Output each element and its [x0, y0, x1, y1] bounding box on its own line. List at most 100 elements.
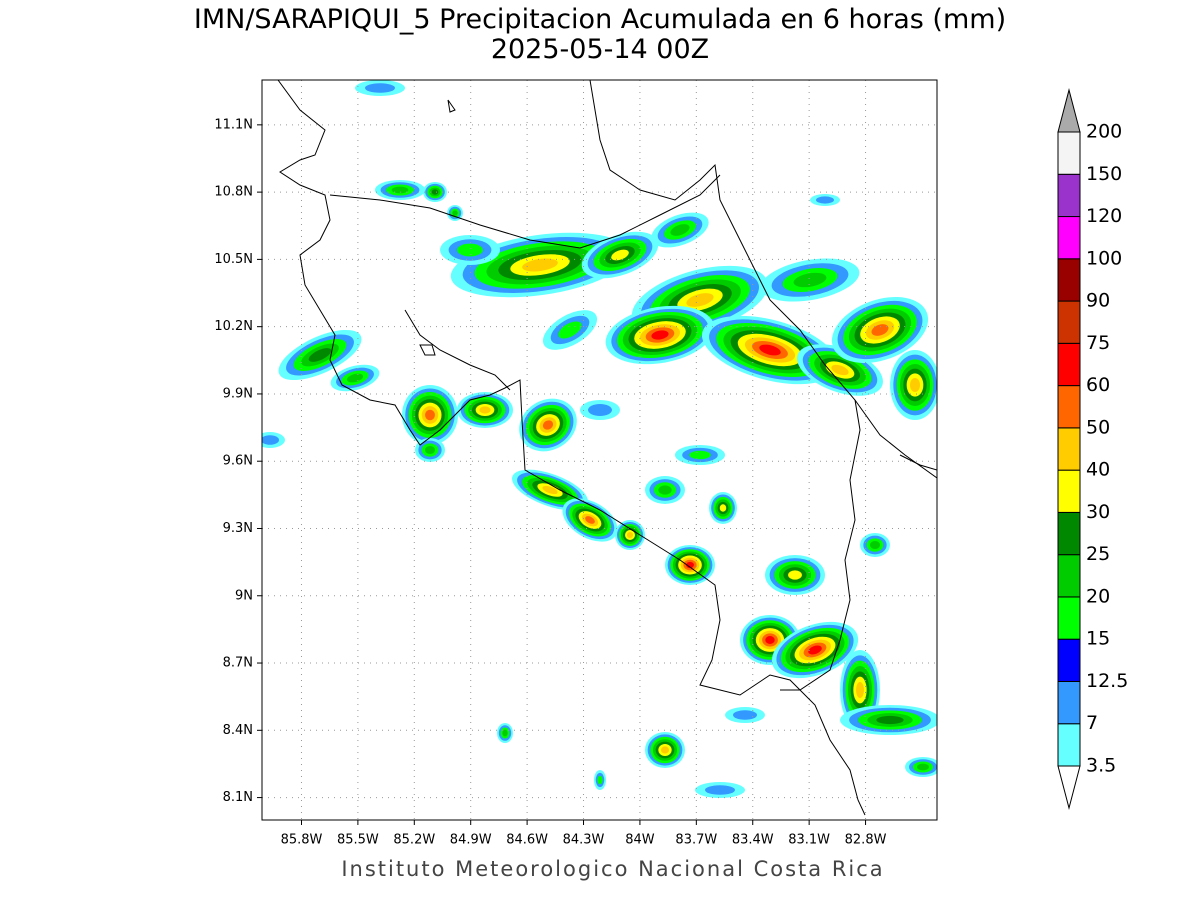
colorbar-segment: [1057, 680, 1081, 725]
colorbar-label: 60: [1086, 374, 1110, 396]
colorbar-segment: [1057, 638, 1081, 682]
rain-contour: [391, 186, 409, 194]
colorbar-segment: [1057, 511, 1081, 556]
rain-contour: [661, 746, 669, 754]
y-tick-label: 9.3N: [223, 521, 253, 536]
x-tick-label: 83.4W: [732, 833, 774, 848]
x-tick-label: 84.9W: [450, 833, 492, 848]
rain-contour: [308, 348, 332, 362]
x-tick-label: 83.7W: [675, 833, 717, 848]
colorbar-segment: [1057, 723, 1081, 767]
colorbar-label: 20: [1086, 585, 1110, 607]
rain-contour: [611, 249, 629, 261]
rain-contour: [542, 485, 558, 495]
y-tick-label: 10.5N: [214, 252, 253, 267]
rain-contour: [686, 561, 694, 569]
rain-contour: [658, 485, 672, 495]
y-tick-label: 8.1N: [223, 790, 253, 805]
rain-contour: [457, 243, 483, 257]
y-tick-label: 10.2N: [214, 319, 253, 334]
title: IMN/SARAPIQUI_5 Precipitacion Acumulada …: [194, 4, 1006, 35]
colorbar-segment: [1057, 131, 1081, 175]
colorbar: 3.5 7 12.5 15 20 25 30 40 50 60 75 90 100 120 150 200: [1057, 88, 1128, 810]
colorbar-under: [1057, 765, 1081, 810]
rain-contour: [733, 710, 757, 720]
colorbar-segment: [1057, 342, 1081, 387]
rain-contour: [262, 435, 279, 445]
colorbar-segment: [1057, 596, 1081, 640]
rain-contour: [558, 321, 582, 339]
colorbar-segment: [1057, 554, 1081, 598]
rain-contour: [346, 373, 364, 383]
x-tick-label: 85.2W: [393, 833, 435, 848]
precipitation-field: [262, 80, 937, 798]
rain-contour: [588, 404, 612, 416]
y-tick-label: 9.9N: [223, 386, 253, 401]
map-frame: [261, 79, 938, 821]
rain-contour: [479, 406, 491, 414]
rain-contour: [788, 570, 802, 580]
colorbar-label: 200: [1086, 121, 1122, 143]
rain-contour: [831, 364, 849, 376]
grid: [262, 80, 937, 820]
colorbar-segment: [1057, 173, 1081, 218]
colorbar-label: 90: [1086, 290, 1110, 312]
rain-contour: [542, 420, 554, 430]
rain-contour: [627, 532, 633, 538]
x-tick-label: 84.3W: [563, 833, 605, 848]
rain-contour: [502, 729, 508, 737]
y-tick-label: 10.8N: [214, 185, 253, 200]
rain-contour: [719, 504, 727, 512]
colorbar-label: 150: [1086, 163, 1122, 185]
x-tick-label: 85.5W: [337, 833, 379, 848]
colorbar-label: 100: [1086, 247, 1122, 269]
y-tick-label: 9N: [235, 588, 253, 603]
colorbar-label: 40: [1086, 459, 1110, 481]
rain-contour: [808, 645, 822, 655]
axis-labels: 85.8W 85.5W 85.2W 84.9W 84.6W 84.3W 84W 83.7W 83…: [214, 117, 886, 847]
colorbar-segment: [1057, 258, 1081, 302]
colorbar-segment: [1057, 300, 1081, 344]
rain-contour: [425, 409, 435, 421]
rain-contour: [585, 516, 595, 524]
x-tick-label: 85.8W: [281, 833, 323, 848]
colorbar-segment: [1057, 427, 1081, 471]
rain-contour: [917, 763, 929, 771]
rain-contour: [759, 344, 781, 356]
rain-contour: [425, 446, 435, 454]
x-tick-label: 84W: [625, 833, 655, 848]
colorbar-segment: [1057, 216, 1081, 260]
rain-contour: [689, 450, 711, 460]
colorbar-label: 50: [1086, 416, 1110, 438]
subtitle: 2025-05-14 00Z: [491, 34, 709, 65]
rain-contour: [522, 258, 558, 272]
rain-contour: [793, 272, 827, 288]
rain-contour: [856, 682, 864, 698]
colorbar-segment: [1057, 469, 1081, 513]
colorbar-label: 120: [1086, 205, 1122, 227]
footer: Instituto Meteorologico Nacional Costa R…: [341, 857, 884, 881]
colorbar-over: [1057, 88, 1081, 133]
colorbar-label: 25: [1086, 543, 1110, 565]
x-tick-label: 84.6W: [506, 833, 548, 848]
rain-contour: [870, 541, 880, 549]
y-tick-label: 8.7N: [223, 656, 253, 671]
rain-contour: [431, 189, 439, 195]
rain-contour: [871, 324, 889, 336]
colorbar-label: 12.5: [1086, 670, 1128, 692]
y-tick-label: 8.4N: [223, 723, 253, 738]
rain-contour: [765, 636, 775, 644]
y-tick-label: 11.1N: [214, 117, 253, 132]
rain-contour: [876, 715, 904, 725]
y-tick-label: 9.6N: [223, 454, 253, 469]
colorbar-label: 3.5: [1086, 755, 1116, 777]
colorbar-label: 30: [1086, 501, 1110, 523]
rain-contour: [452, 210, 458, 216]
x-tick-label: 82.8W: [845, 833, 887, 848]
rain-contour: [816, 196, 834, 204]
coastlines: [277, 80, 937, 816]
rain-contour: [686, 293, 714, 307]
rain-contour: [651, 330, 669, 340]
colorbar-segment: [1057, 385, 1081, 429]
